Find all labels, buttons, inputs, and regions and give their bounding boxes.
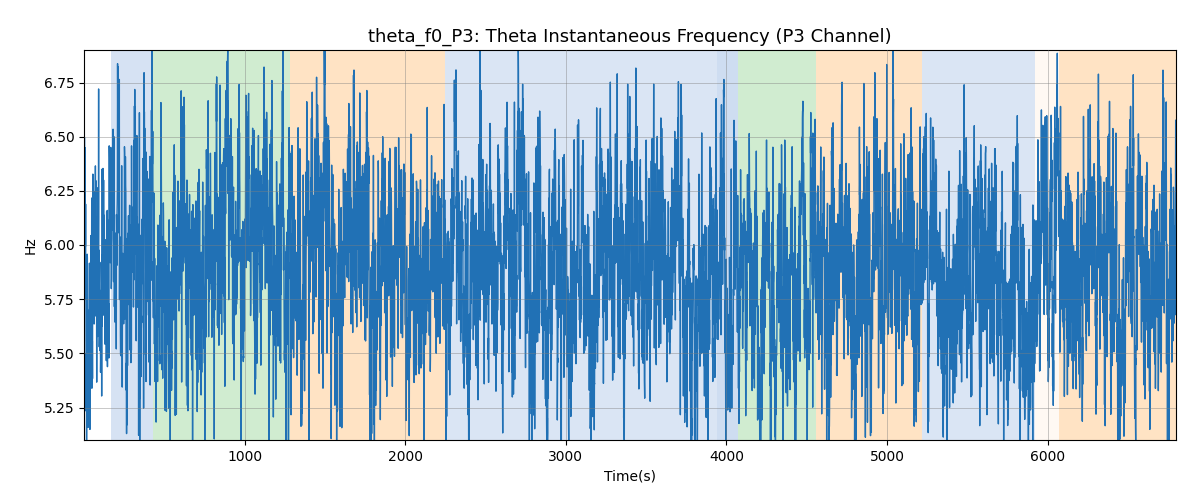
Bar [1034,50,1058,440]
Bar [154,50,289,440]
Bar [923,50,1034,440]
Bar [1058,50,1176,440]
Bar [716,50,738,440]
Y-axis label: Hz: Hz [24,236,38,254]
X-axis label: Time(s): Time(s) [604,470,656,484]
Bar [816,50,923,440]
Bar [112,50,154,440]
Bar [445,50,716,440]
Bar [289,50,445,440]
Title: theta_f0_P3: Theta Instantaneous Frequency (P3 Channel): theta_f0_P3: Theta Instantaneous Frequen… [368,28,892,46]
Bar [738,50,816,440]
